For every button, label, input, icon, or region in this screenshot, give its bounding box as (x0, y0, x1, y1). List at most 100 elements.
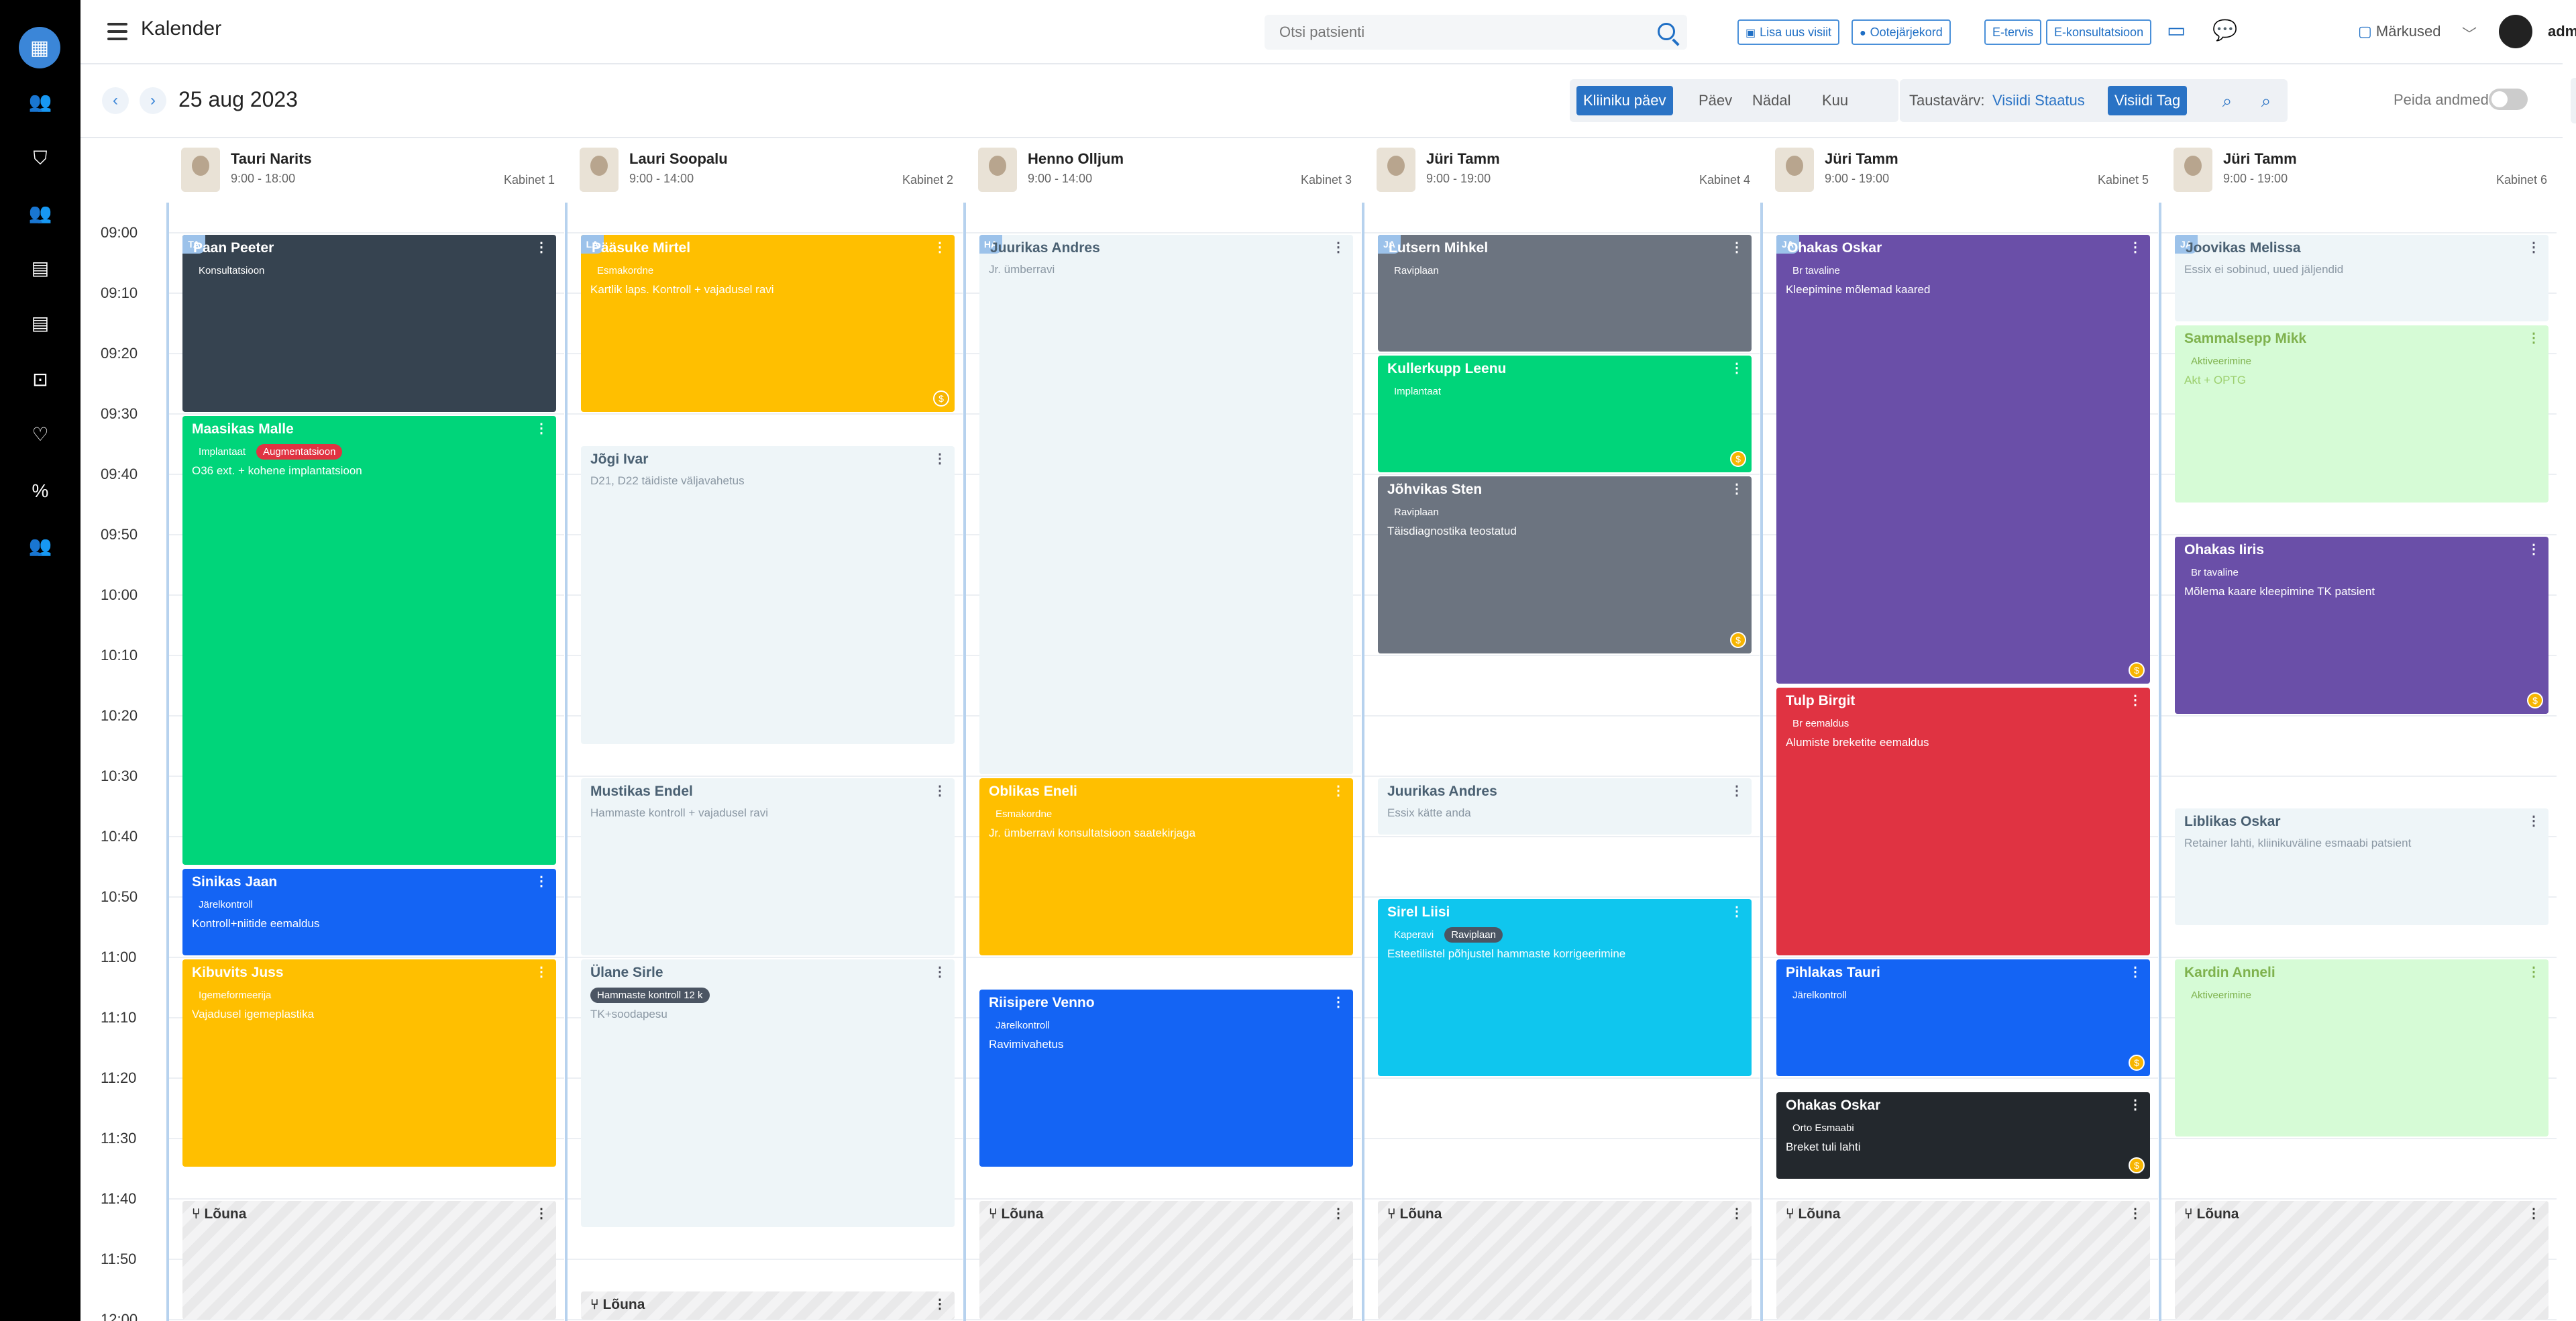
more-options-icon[interactable]: ⋮ (2129, 1206, 2142, 1221)
percent-icon[interactable]: % (32, 480, 49, 501)
appointment-card[interactable]: Maasikas Malle ⋮ Implantaat Augmentatsioon O… (182, 416, 556, 865)
bg-tag-option[interactable]: Visiidi Tag (2108, 86, 2188, 115)
search-icon[interactable] (1658, 23, 1675, 40)
lunch-block[interactable]: ⑂ Lõuna ⋮ (1378, 1201, 1752, 1320)
more-options-icon[interactable]: ⋮ (535, 965, 548, 980)
appointment-card[interactable]: Riisipere Venno ⋮ Järelkontroll Ravimivahet… (979, 990, 1353, 1167)
view-month[interactable]: Kuu (1822, 92, 1849, 109)
appointment-card[interactable]: Jõgi Ivar ⋮ D21, D22 täidiste väljavahetus (581, 446, 955, 744)
appointment-card[interactable]: TA Paan Peeter ⋮ Konsultatsioon (182, 235, 556, 412)
more-options-icon[interactable]: ⋮ (933, 240, 947, 255)
etervis-button[interactable]: E-tervis (1984, 19, 2042, 45)
appointment-card[interactable]: Ülane Sirle ⋮ Hammaste kontroll 12 k TK+soo… (581, 959, 955, 1227)
hide-data-toggle[interactable] (2489, 89, 2528, 110)
avatar[interactable] (2499, 15, 2532, 48)
more-options-icon[interactable]: ⋮ (2527, 1206, 2540, 1221)
doctor-column[interactable]: JA Lutsern Mihkel ⋮ Raviplaan Kullerkupp Lee… (1362, 203, 1760, 1321)
more-options-icon[interactable]: ⋮ (1332, 1206, 1345, 1221)
doctor-column[interactable]: JA Ohakas Oskar ⋮ Br tavaline Kleepimine mõl… (1760, 203, 2158, 1321)
more-options-icon[interactable]: ⋮ (1730, 784, 1743, 798)
doctor-column[interactable]: JA Joovikas Melissa ⋮ Essix ei sobinud, uue… (2159, 203, 2557, 1321)
invoice-icon[interactable]: ▤ (31, 313, 50, 333)
appointment-card[interactable]: HA Juurikas Andres ⋮ Jr. ümberravi (979, 235, 1353, 774)
chat-icon[interactable]: 💬 (2212, 19, 2238, 42)
view-week[interactable]: Nädal (1752, 92, 1791, 109)
more-options-icon[interactable]: ⋮ (1332, 995, 1345, 1010)
more-options-icon[interactable]: ⋮ (1730, 240, 1743, 255)
bg-status-option[interactable]: Visiidi Staatus (1992, 92, 2085, 109)
document-icon[interactable]: ▤ (31, 258, 50, 278)
appointment-card[interactable]: Kardin Anneli ⋮ Aktiveerimine (2175, 959, 2548, 1137)
menu-icon[interactable] (107, 23, 127, 40)
lunch-block[interactable]: ⑂ Lõuna ⋮ (581, 1291, 955, 1320)
doctor-column[interactable]: HA Juurikas Andres ⋮ Jr. ümberravi Oblikas E… (963, 203, 1361, 1321)
zoom-out-icon[interactable]: ⌕ (2206, 79, 2249, 122)
appointment-card[interactable]: Sirel Liisi ⋮ Kaperavi Raviplaan Esteetilist… (1378, 899, 1752, 1076)
more-options-icon[interactable]: ⋮ (1730, 904, 1743, 919)
more-options-icon[interactable]: ⋮ (535, 240, 548, 255)
more-options-icon[interactable]: ⋮ (2527, 331, 2540, 346)
more-options-icon[interactable]: ⋮ (1332, 784, 1345, 798)
implant-icon[interactable]: ♡ (32, 424, 49, 445)
more-options-icon[interactable]: ⋮ (1730, 482, 1743, 496)
filter-settings-icon[interactable]: ☰ (2571, 78, 2576, 123)
tooth-icon[interactable]: ⛉ (33, 148, 48, 168)
view-clinic-day[interactable]: Kliiniku päev (1576, 86, 1673, 115)
prev-day-button[interactable]: ‹ (102, 87, 129, 114)
more-options-icon[interactable]: ⋮ (2129, 693, 2142, 708)
appointment-card[interactable]: Tulp Birgit ⋮ Br eemaldus Alumiste breketit… (1776, 688, 2150, 955)
more-options-icon[interactable]: ⋮ (933, 784, 947, 798)
more-options-icon[interactable]: ⋮ (933, 1297, 947, 1312)
more-options-icon[interactable]: ⋮ (535, 421, 548, 436)
appointment-card[interactable]: JA Lutsern Mihkel ⋮ Raviplaan (1378, 235, 1752, 352)
appointment-card[interactable]: Oblikas Eneli ⋮ Esmakordne Jr. ümberravi ko… (979, 778, 1353, 955)
appointment-card[interactable]: Jõhvikas Sten ⋮ Raviplaan Täisdiagnostika t… (1378, 476, 1752, 653)
tablet-icon[interactable]: ▭ (2167, 19, 2186, 42)
more-options-icon[interactable]: ⋮ (2527, 814, 2540, 829)
more-options-icon[interactable]: ⋮ (2527, 542, 2540, 557)
more-options-icon[interactable]: ⋮ (1332, 240, 1345, 255)
more-options-icon[interactable]: ⋮ (2129, 965, 2142, 980)
more-options-icon[interactable]: ⋮ (1730, 361, 1743, 376)
more-options-icon[interactable]: ⋮ (2129, 1098, 2142, 1112)
notes-dropdown[interactable]: ▢ Märkused (2358, 23, 2441, 40)
search-input[interactable] (1265, 15, 1640, 50)
more-options-icon[interactable]: ⋮ (2527, 965, 2540, 980)
appointment-card[interactable]: Mustikas Endel ⋮ Hammaste kontroll + vajad… (581, 778, 955, 955)
doctor-column[interactable]: TA Paan Peeter ⋮ Konsultatsioon Maasikas Mal… (166, 203, 564, 1321)
box-icon[interactable]: ⊡ (32, 369, 48, 390)
zoom-in-icon[interactable]: ⌕ (2245, 79, 2288, 122)
appointment-card[interactable]: Sammalsepp Mikk ⋮ Aktiveerimine Akt + OPTG (2175, 325, 2548, 503)
lunch-block[interactable]: ⑂ Lõuna ⋮ (1776, 1201, 2150, 1320)
more-options-icon[interactable]: ⋮ (933, 965, 947, 980)
view-day[interactable]: Päev (1699, 92, 1733, 109)
more-options-icon[interactable]: ⋮ (535, 874, 548, 889)
next-day-button[interactable]: › (140, 87, 166, 114)
lunch-block[interactable]: ⑂ Lõuna ⋮ (979, 1201, 1353, 1320)
add-visit-button[interactable]: ▣ Lisa uus visiit (1737, 19, 1840, 45)
appointment-card[interactable]: Pihlakas Tauri ⋮ Järelkontroll $ (1776, 959, 2150, 1076)
appointment-card[interactable]: Kibuvits Juss ⋮ Igemeformeerija Vajadusel i… (182, 959, 556, 1167)
appointment-card[interactable]: Kullerkupp Leenu ⋮ Implantaat $ (1378, 356, 1752, 472)
waitlist-button[interactable]: ● Ootejärjekord (1851, 19, 1951, 45)
lunch-block[interactable]: ⑂ Lõuna ⋮ (2175, 1201, 2548, 1320)
users-icon[interactable]: 👥 (28, 535, 52, 556)
lunch-block[interactable]: ⑂ Lõuna ⋮ (182, 1201, 556, 1320)
appointment-card[interactable]: Juurikas Andres ⋮ Essix kätte anda (1378, 778, 1752, 835)
appointment-card[interactable]: JA Ohakas Oskar ⋮ Br tavaline Kleepimine mõl… (1776, 235, 2150, 684)
calendar-icon[interactable]: ▦ (19, 27, 60, 68)
econsultation-button[interactable]: E-konsultatsioon (2046, 19, 2152, 45)
more-options-icon[interactable]: ⋮ (933, 452, 947, 466)
appointment-card[interactable]: Ohakas Oskar ⋮ Orto Esmaabi Breket tuli lah… (1776, 1092, 2150, 1179)
appointment-card[interactable]: Sinikas Jaan ⋮ Järelkontroll Kontroll+niiti… (182, 869, 556, 955)
more-options-icon[interactable]: ⋮ (2129, 240, 2142, 255)
appointment-card[interactable]: Liblikas Oskar ⋮ Retainer lahti, kliinikuv… (2175, 808, 2548, 925)
chevron-down-icon[interactable]: ﹀ (2462, 26, 2477, 43)
appointment-card[interactable]: LA Pääsuke Mirtel ⋮ Esmakordne Kartlik laps.… (581, 235, 955, 412)
user-name[interactable]: admin (2548, 23, 2576, 40)
doctor-column[interactable]: LA Pääsuke Mirtel ⋮ Esmakordne Kartlik laps.… (565, 203, 963, 1321)
more-options-icon[interactable]: ⋮ (1730, 1206, 1743, 1221)
more-options-icon[interactable]: ⋮ (2527, 240, 2540, 255)
patients-icon[interactable]: 👥 (28, 91, 52, 112)
more-options-icon[interactable]: ⋮ (535, 1206, 548, 1221)
